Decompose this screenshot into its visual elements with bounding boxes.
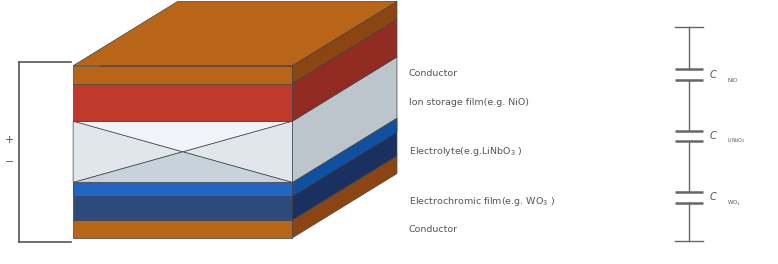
Text: −: − [5,157,14,167]
Text: $_{\rm LiNbO_2}$: $_{\rm LiNbO_2}$ [727,137,745,146]
Text: Electrolyte(e.g.LiNbO$_3$ ): Electrolyte(e.g.LiNbO$_3$ ) [409,145,523,158]
Text: +: + [5,135,14,145]
Polygon shape [73,220,293,238]
Text: $C$: $C$ [709,190,717,202]
Polygon shape [73,121,183,182]
Polygon shape [293,57,397,182]
Text: $_{\rm NiO}$: $_{\rm NiO}$ [727,76,738,84]
Polygon shape [293,118,397,196]
Text: $C$: $C$ [709,129,717,141]
Polygon shape [73,66,293,83]
Polygon shape [73,152,293,182]
Text: Electrochromic film(e.g. WO$_3$ ): Electrochromic film(e.g. WO$_3$ ) [409,195,555,208]
Polygon shape [73,121,293,152]
Polygon shape [73,57,397,121]
Polygon shape [293,19,397,121]
Text: $_{\rm WO_3}$: $_{\rm WO_3}$ [727,198,741,208]
Polygon shape [73,182,293,196]
Polygon shape [293,1,397,83]
Polygon shape [73,19,397,83]
Polygon shape [73,83,293,121]
Text: Conductor: Conductor [409,225,458,234]
Text: Conductor: Conductor [409,69,458,78]
Polygon shape [73,118,397,182]
Polygon shape [73,182,293,220]
Polygon shape [293,118,397,220]
Text: Ion storage film(e.g. NiO): Ion storage film(e.g. NiO) [409,98,529,107]
Polygon shape [73,156,397,220]
Polygon shape [73,1,397,66]
Text: $C$: $C$ [709,68,717,80]
Polygon shape [73,118,397,182]
Polygon shape [183,121,293,182]
Polygon shape [293,156,397,238]
